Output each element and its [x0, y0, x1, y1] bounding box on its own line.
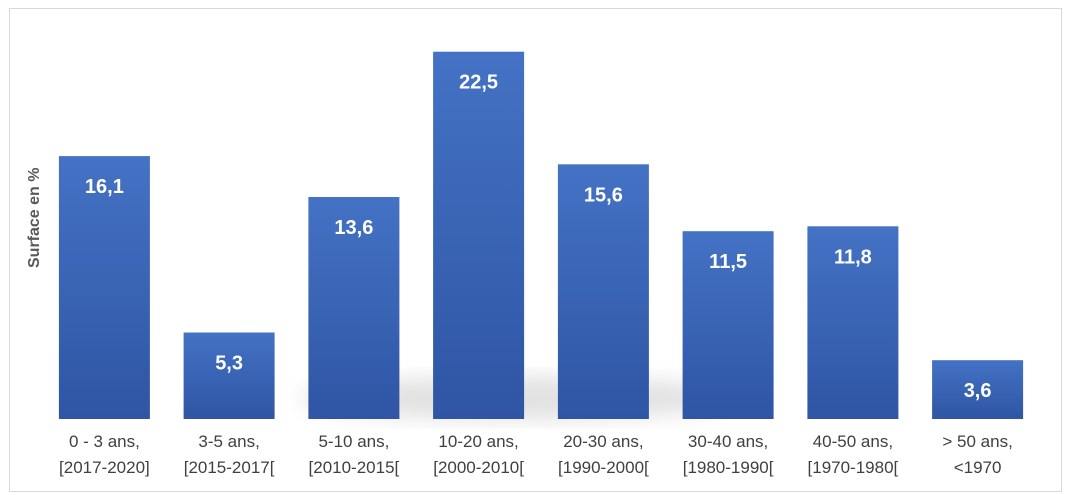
bar-7 — [807, 226, 899, 419]
x-tick-label-4-line-1: 10-20 ans, — [438, 432, 518, 451]
x-tick-label-1-line-2: [2017-2020] — [59, 458, 150, 477]
bar-2 — [183, 332, 275, 419]
x-tick-label-4-line-2: [2000-2010[ — [433, 458, 524, 477]
x-tick-label-5-line-2: [1990-2000[ — [558, 458, 649, 477]
x-tick-labels-layer: 0 - 3 ans, [2017-2020] 3-5 ans, [2015-2017[… — [59, 432, 1013, 477]
value-label-3: 13,6 — [334, 217, 373, 239]
value-label-4: 22,5 — [459, 72, 498, 94]
value-label-8: 3,6 — [964, 380, 992, 402]
bar-5 — [557, 164, 649, 419]
x-tick-label-2-line-1: 3-5 ans, — [198, 432, 259, 451]
y-axis-title: Surface en % — [26, 168, 43, 268]
bar-1 — [58, 156, 150, 419]
x-tick-label-3-line-1: 5-10 ans, — [318, 432, 389, 451]
x-tick-label-8-line-1: > 50 ans, — [942, 432, 1012, 451]
bar-3 — [308, 197, 400, 419]
x-tick-label-5-line-1: 20-30 ans, — [563, 432, 643, 451]
value-label-1: 16,1 — [85, 176, 124, 198]
value-label-6: 11,5 — [709, 251, 747, 273]
x-tick-label-2-line-2: [2015-2017[ — [184, 458, 275, 477]
value-label-7: 11,8 — [834, 246, 872, 268]
bar-6 — [682, 231, 774, 419]
x-tick-label-7-line-2: [1970-1980[ — [808, 458, 899, 477]
x-tick-label-1-line-1: 0 - 3 ans, — [69, 432, 140, 451]
x-tick-label-7-line-1: 40-50 ans, — [813, 432, 893, 451]
value-label-2: 5,3 — [215, 353, 243, 375]
bar-4 — [433, 51, 525, 419]
value-label-5: 15,6 — [584, 184, 623, 206]
value-labels-layer: 16,1 5,3 13,6 22,5 15,6 11,5 11,8 3,6 — [85, 72, 992, 403]
x-tick-label-3-line-2: [2010-2015[ — [309, 458, 400, 477]
bars-layer — [58, 51, 1024, 419]
x-tick-label-6-line-1: 30-40 ans, — [688, 432, 768, 451]
x-tick-label-8-line-2: <1970 — [954, 458, 1002, 477]
bar-8 — [932, 360, 1024, 419]
x-tick-label-6-line-2: [1980-1990[ — [683, 458, 774, 477]
